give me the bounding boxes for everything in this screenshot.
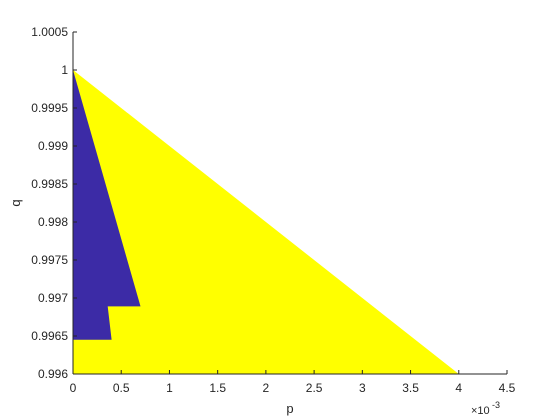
x-exponent-base: ×10 — [471, 405, 490, 417]
region-2 — [73, 70, 141, 340]
y-tick-label: 1 — [61, 63, 68, 77]
x-tick-label: 3 — [359, 381, 366, 395]
y-tick-label: 1.0005 — [31, 25, 68, 39]
x-tick-label: 0.5 — [113, 381, 130, 395]
x-tick-label: 3.5 — [402, 381, 419, 395]
y-tick-label: 0.9985 — [31, 177, 68, 191]
y-axis-ticks: 0.996 0.9965 0.997 0.9975 0.998 0.9985 0.999 0.… — [31, 25, 77, 381]
x-tick-label: 0 — [70, 381, 77, 395]
y-tick-label: 0.9965 — [31, 329, 68, 343]
y-tick-label: 0.997 — [38, 291, 68, 305]
x-tick-label: 2 — [263, 381, 270, 395]
x-tick-label: 2.5 — [306, 381, 323, 395]
axes — [72, 32, 507, 375]
x-tick-label: 1.5 — [209, 381, 226, 395]
plot-regions — [73, 70, 459, 374]
y-tick-label: 0.9975 — [31, 253, 68, 267]
x-exponent-label: ×10 -3 — [471, 400, 500, 417]
y-tick-label: 0.998 — [38, 215, 68, 229]
y-tick-label: 0.999 — [38, 139, 68, 153]
x-tick-label: 4 — [455, 381, 462, 395]
region-1 — [73, 70, 459, 374]
y-tick-label: 0.9995 — [31, 101, 68, 115]
x-tick-label: 1 — [166, 381, 173, 395]
y-tick-label: 0.996 — [38, 367, 68, 381]
x-exponent-power: -3 — [492, 400, 500, 410]
x-axis-label: p — [286, 401, 293, 416]
x-tick-label: 4.5 — [499, 381, 516, 395]
y-axis-label: q — [8, 199, 23, 206]
x-axis-ticks: 0 0.5 1 1.5 2 2.5 3 3.5 4 4.5 — [70, 370, 516, 395]
